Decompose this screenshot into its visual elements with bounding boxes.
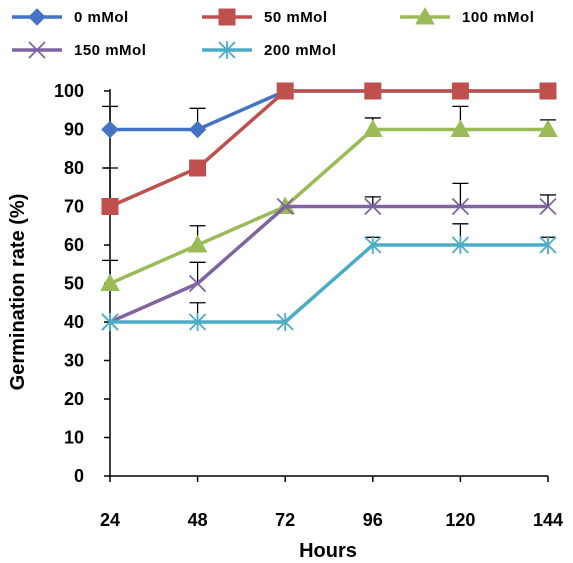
- legend-label: 100 mMol: [462, 9, 534, 26]
- data-point: [101, 120, 119, 139]
- legend-label: 50 mMol: [264, 9, 328, 26]
- series-line: [109, 127, 548, 286]
- series-1: [101, 82, 557, 215]
- y-tick-label: 0: [74, 466, 84, 486]
- legend-label: 150 mMol: [74, 42, 146, 59]
- data-point: [451, 197, 470, 216]
- legend-label: 0 mMol: [74, 9, 129, 26]
- y-tick-label: 60: [64, 235, 84, 255]
- data-point: [188, 274, 207, 293]
- data-point: [28, 41, 46, 59]
- data-point: [364, 197, 382, 216]
- data-point: [276, 313, 294, 331]
- data-point: [451, 82, 469, 100]
- series-line: [109, 204, 548, 324]
- data-point: [450, 119, 471, 137]
- legend-label: 200 mMol: [264, 42, 336, 59]
- data-point: [101, 198, 119, 215]
- data-point: [218, 41, 236, 59]
- legend-item: 200 mMol: [202, 41, 336, 59]
- data-point: [218, 8, 236, 26]
- legend-item: 0 mMol: [12, 8, 129, 26]
- data-point: [539, 197, 557, 216]
- legend-item: 100 mMol: [400, 6, 534, 26]
- data-point: [362, 119, 383, 137]
- y-tick-label: 10: [64, 428, 84, 448]
- x-tick-label: 24: [100, 510, 120, 530]
- data-point: [187, 234, 208, 253]
- legend-item: 150 mMol: [12, 41, 146, 59]
- x-axis-title: Hours: [299, 540, 357, 562]
- data-point: [451, 236, 470, 254]
- y-tick-label: 50: [64, 274, 84, 294]
- y-tick-label: 80: [64, 158, 84, 178]
- data-point: [364, 236, 382, 254]
- series-2: [100, 105, 558, 291]
- legend: 0 mMol 50 mMol 100 mMol 150 mMol 200 mMol: [12, 6, 534, 59]
- series-layer: [100, 82, 558, 331]
- y-tick-label: 70: [64, 197, 84, 217]
- x-tick-label: 48: [188, 510, 208, 530]
- axes: 0 10 20 30 40 50 60 70 80 90 100 24 48 72 96 120 144: [54, 81, 563, 530]
- x-tick-label: 144: [533, 510, 563, 530]
- data-point: [539, 236, 557, 254]
- legend-item: 50 mMol: [202, 8, 328, 26]
- error-bars: [189, 182, 556, 284]
- x-tick-label: 96: [363, 510, 383, 530]
- series-line: [109, 89, 548, 209]
- series-line: [110, 89, 548, 132]
- error-bars: [102, 105, 206, 130]
- data-point: [276, 197, 294, 216]
- y-tick-label: 100: [54, 81, 84, 101]
- y-tick-label: 20: [64, 389, 84, 409]
- data-point: [189, 159, 207, 177]
- data-point: [188, 120, 207, 139]
- series-4: [101, 223, 557, 331]
- x-tick-label: 120: [445, 510, 475, 530]
- x-ticks: 24 48 72 96 120 144: [100, 476, 563, 530]
- series-line: [110, 243, 548, 324]
- x-tick-label: 72: [275, 510, 295, 530]
- data-point: [101, 313, 119, 331]
- data-point: [100, 273, 120, 291]
- data-point: [188, 313, 207, 331]
- y-tick-label: 90: [64, 120, 84, 140]
- y-axis-title: Germination rate (%): [7, 194, 29, 391]
- data-point: [364, 82, 382, 100]
- y-ticks: 0 10 20 30 40 50 60 70 80 90 100: [54, 81, 110, 486]
- data-point: [415, 6, 435, 25]
- y-tick-label: 30: [64, 351, 84, 371]
- y-tick-label: 40: [64, 312, 84, 332]
- data-point: [539, 82, 557, 100]
- data-point: [276, 82, 294, 100]
- data-point: [28, 8, 46, 26]
- data-point: [538, 119, 558, 137]
